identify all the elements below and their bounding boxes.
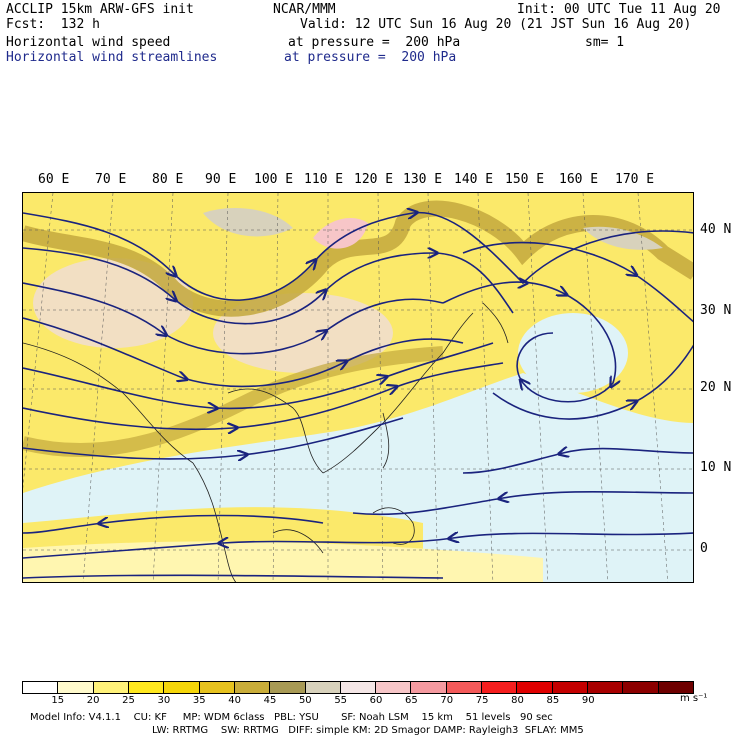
colorbar-tick-label: 85 [546, 695, 560, 706]
colorbar-tick-label: 30 [157, 695, 171, 706]
lat-label: 0 [700, 541, 708, 556]
field2-level: at pressure = 200 hPa [284, 50, 457, 65]
wind-map [22, 192, 694, 583]
colorbar-tick-label: 45 [263, 695, 277, 706]
model-info-line1: Model Info: V4.1.1 CU: KF MP: WDM 6class… [30, 712, 553, 723]
lon-label: 80 E [152, 172, 184, 187]
colorbar-swatch [552, 682, 588, 693]
lon-label: 150 E [505, 172, 545, 187]
valid-time: Valid: 12 UTC Sun 16 Aug 20 (21 JST Sun … [300, 17, 692, 32]
lon-label: 110 E [304, 172, 344, 187]
colorbar-tick-label: 50 [298, 695, 312, 706]
colorbar-tick-label: 70 [440, 695, 454, 706]
colorbar-tick-label: 90 [581, 695, 595, 706]
lon-label: 130 E [403, 172, 443, 187]
colorbar-swatch [199, 682, 235, 693]
field2-name: Horizontal wind streamlines [6, 50, 218, 65]
colorbar-swatch [164, 682, 200, 693]
colorbar-tick-label: 55 [334, 695, 348, 706]
lat-label: 40 N [700, 222, 732, 237]
init-time: Init: 00 UTC Tue 11 Aug 20 [517, 2, 721, 17]
colorbar-swatch [128, 682, 165, 693]
forecast-hour: Fcst: 132 h [6, 17, 100, 32]
wind-map-svg [23, 193, 693, 582]
southern-easterly-band-light [23, 541, 543, 582]
colorbar-units: m s⁻¹ [680, 693, 708, 704]
colorbar-swatch [58, 682, 94, 693]
colorbar-swatch [623, 682, 659, 693]
colorbar-tick-label: 65 [405, 695, 418, 706]
wind-speed-colorbar [22, 681, 694, 694]
colorbar-swatch [340, 682, 377, 693]
lon-label: 120 E [354, 172, 394, 187]
colorbar-swatch [23, 682, 59, 693]
colorbar-tick-label: 80 [511, 695, 524, 706]
north-pacific-high [518, 313, 628, 393]
colorbar-swatch [482, 682, 518, 693]
colorbar-swatch [411, 682, 447, 693]
lat-label: 30 N [700, 303, 732, 318]
colorbar-tick-label: 25 [122, 695, 135, 706]
field1-name: Horizontal wind speed [6, 35, 171, 50]
colorbar-swatch [270, 682, 306, 693]
colorbar-tick-label: 15 [51, 695, 65, 706]
lon-label: 60 E [38, 172, 70, 187]
colorbar-swatch [517, 682, 553, 693]
lat-label: 10 N [700, 460, 732, 475]
model-info-line2: LW: RRTMG SW: RRTMG DIFF: simple KM: 2D … [152, 725, 584, 736]
lon-label: 90 E [205, 172, 237, 187]
lon-label: 170 E [615, 172, 655, 187]
lon-label: 100 E [254, 172, 294, 187]
colorbar-swatch [588, 682, 624, 693]
lon-label: 160 E [559, 172, 599, 187]
jet-highlight-grey-2 [583, 226, 663, 250]
colorbar-swatch [658, 682, 693, 693]
field1-level: at pressure = 200 hPa [288, 35, 461, 50]
lon-label: 70 E [95, 172, 127, 187]
institution-label: NCAR/MMM [273, 2, 336, 17]
colorbar-swatch [376, 682, 412, 693]
colorbar-swatch [305, 682, 341, 693]
model-title: ACCLIP 15km ARW-GFS init [6, 2, 194, 17]
colorbar-tick-label: 20 [86, 695, 100, 706]
lat-label: 20 N [700, 380, 732, 395]
colorbar-swatch [234, 682, 271, 693]
lon-label: 140 E [454, 172, 494, 187]
colorbar-swatch [446, 682, 483, 693]
colorbar-tick-label: 60 [369, 695, 383, 706]
colorbar-tick-label: 35 [192, 695, 206, 706]
streamlines [23, 213, 693, 579]
smoothing-label: sm= 1 [585, 35, 625, 50]
colorbar-tick-label: 75 [475, 695, 489, 706]
colorbar-swatch [93, 682, 129, 693]
colorbar-tick-label: 40 [228, 695, 241, 706]
